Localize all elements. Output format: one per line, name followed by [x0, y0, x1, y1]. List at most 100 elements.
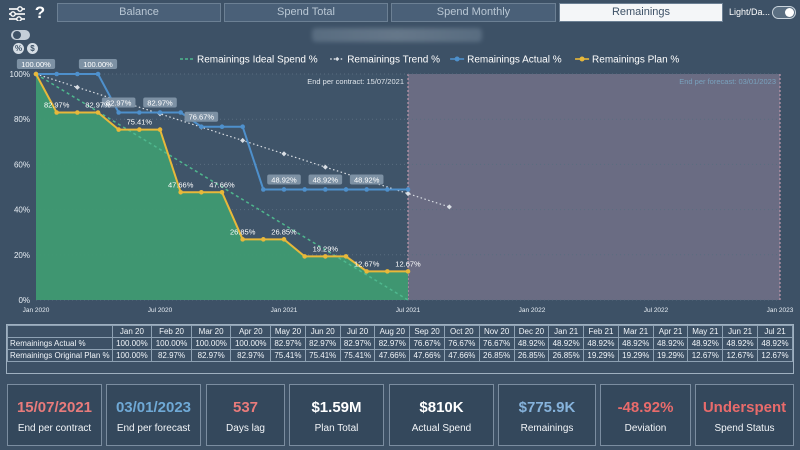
table-column-header: Sep 20: [409, 325, 445, 338]
table-column-header: May 20: [270, 325, 306, 338]
table-column-header: Mar 20: [190, 325, 232, 338]
tab-balance[interactable]: Balance: [57, 3, 221, 22]
table-cell: 48.92%: [583, 337, 619, 350]
table-column-header: Apr 20: [230, 325, 272, 338]
remainings-chart: 100% 80% 60% 40% 20% 0% Jan 2020 Jul 2020 Jan 20…: [10, 55, 794, 315]
table-cell: 82.97%: [270, 337, 306, 350]
table-cell: 100.00%: [111, 337, 153, 350]
x-tick-label: Jul 2022: [644, 307, 669, 314]
table-column-header: Dec 20: [513, 325, 550, 338]
plan-marker: [302, 254, 307, 259]
top-bar: ? Balance Spend Total Spend Monthly Rema…: [0, 0, 800, 26]
legend-item: Remainings Ideal Spend %: [180, 55, 318, 66]
table-column-header: May 21: [687, 325, 724, 338]
kpi-label: Deviation: [624, 423, 667, 434]
table-row: Remainings Original Plan % 100.00% 82.97% 8…: [7, 349, 794, 362]
y-tick-label: 80%: [14, 115, 30, 124]
unit-toggle[interactable]: [11, 30, 30, 40]
table-header-row: Jan 20 Feb 20 Mar 20 Apr 20 May 20 Jun 20 Jul …: [7, 325, 794, 338]
table-cell: 76.67%: [478, 337, 515, 350]
actual-marker: [261, 187, 266, 192]
legend-swatch-marker: [454, 56, 460, 62]
plan-marker: [178, 189, 183, 195]
table-cell: 48.92%: [548, 337, 585, 350]
kpi-label: Plan Total: [314, 423, 359, 434]
actual-marker: [95, 71, 101, 77]
actual-marker: [240, 124, 245, 130]
tab-spend-monthly[interactable]: Spend Monthly: [391, 3, 556, 22]
kpi-label: Actual Spend: [411, 423, 472, 434]
data-label: 100.00%: [83, 60, 113, 69]
table-cell: 76.67%: [409, 337, 445, 350]
table-cell: 48.92%: [756, 337, 794, 350]
data-label-bg: [184, 111, 219, 122]
table-row: Remainings Actual % 100.00% 100.00% 100.00%…: [7, 337, 794, 350]
actual-marker: [219, 124, 225, 130]
kpi-value: 537: [232, 399, 259, 416]
sliders-icon-glyph: [9, 5, 25, 21]
table-column-header: Feb 20: [151, 325, 192, 338]
plan-marker: [137, 127, 142, 132]
table-cell: 19.29%: [617, 349, 654, 362]
data-label-bg: [143, 97, 177, 108]
x-tick-label: Jan 2021: [271, 307, 298, 314]
tab-spend-total[interactable]: Spend Total: [224, 3, 388, 22]
table-body: Remainings Actual % 100.00% 100.00% 100.00%…: [7, 337, 794, 362]
plan-marker: [385, 269, 390, 274]
kpi-card-end-forecast: 03/01/2023 End per forecast: [106, 384, 201, 446]
actual-marker: [137, 110, 142, 115]
y-tick-label: 20%: [14, 251, 30, 260]
tab-remainings[interactable]: Remainings: [559, 3, 723, 22]
kpi-value: 15/07/2021: [16, 399, 93, 416]
legend-label: Remainings Ideal Spend %: [197, 55, 318, 66]
table-row-label: Remainings Actual %: [7, 337, 113, 350]
kpi-value: $810K: [419, 399, 464, 416]
plan-marker: [54, 110, 59, 115]
theme-toggle-label: Light/Da...: [729, 7, 771, 17]
actual-marker: [199, 124, 204, 130]
plan-marker: [75, 110, 80, 115]
table-column-header: Mar 21: [617, 325, 654, 338]
table-cell: 82.97%: [190, 349, 232, 362]
percent-icon[interactable]: %: [13, 43, 24, 54]
table-cell: 82.97%: [230, 349, 272, 362]
table-cell: 82.97%: [339, 337, 376, 350]
plan-marker: [199, 189, 204, 195]
data-label: 82.97%: [106, 98, 132, 107]
x-tick-label: Jul 2020: [148, 307, 173, 314]
table-cell: 48.92%: [617, 337, 654, 350]
actual-marker: [157, 110, 163, 115]
trend-marker: [240, 137, 246, 143]
x-tick-label: Jan 2023: [767, 307, 794, 314]
plan-marker: [219, 189, 225, 195]
data-label: 82.97%: [44, 100, 70, 109]
kpi-card-remainings: $775.9K Remainings: [498, 384, 596, 446]
plan-marker: [261, 237, 266, 242]
y-tick-label: 40%: [14, 206, 30, 215]
data-label-bg: [308, 174, 343, 185]
plan-marker: [116, 127, 121, 132]
actual-marker: [405, 187, 411, 192]
data-label-bg: [16, 59, 56, 69]
x-tick-label: Jul 2021: [396, 307, 421, 314]
actual-marker: [178, 110, 183, 115]
legend-swatch-marker: [335, 56, 340, 62]
table-cell: 48.92%: [722, 337, 758, 350]
legend-item: Remainings Trend %: [330, 55, 440, 66]
help-icon[interactable]: ?: [34, 3, 46, 22]
sliders-icon[interactable]: [6, 3, 28, 23]
actual-marker: [116, 110, 121, 115]
table-cell: 47.66%: [374, 349, 411, 362]
actual-marker: [302, 187, 307, 192]
plan-marker: [240, 237, 245, 242]
theme-toggle[interactable]: [772, 6, 796, 19]
actual-marker: [343, 187, 349, 192]
plan-marker: [364, 269, 369, 274]
data-label-bg: [101, 97, 136, 108]
dollar-icon[interactable]: $: [27, 43, 38, 54]
table-column-header: Feb 21: [583, 325, 619, 338]
actual-marker: [385, 187, 390, 192]
legend-label: Remainings Trend %: [347, 55, 440, 66]
kpi-value: $1.59M: [311, 399, 362, 416]
data-label: 82.97%: [85, 100, 111, 109]
